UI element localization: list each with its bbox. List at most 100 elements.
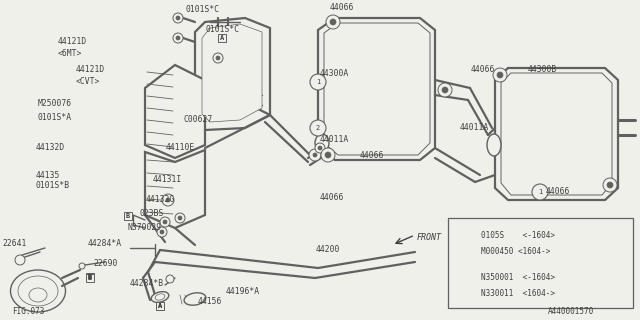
Text: FRONT: FRONT	[417, 233, 442, 242]
Circle shape	[178, 216, 182, 220]
Text: 44132G: 44132G	[146, 196, 175, 204]
Circle shape	[326, 15, 340, 29]
Circle shape	[213, 53, 223, 63]
Circle shape	[315, 143, 325, 153]
Text: 2: 2	[316, 125, 320, 131]
Circle shape	[166, 275, 174, 283]
Text: 44135: 44135	[36, 171, 60, 180]
Text: B: B	[126, 213, 130, 219]
Text: 44121D: 44121D	[58, 37, 87, 46]
Text: C00627: C00627	[183, 116, 212, 124]
Text: 44066: 44066	[471, 66, 495, 75]
Circle shape	[493, 68, 507, 82]
Text: A440001570: A440001570	[548, 308, 595, 316]
Bar	[448, 218, 633, 308]
Text: B: B	[88, 275, 92, 281]
Circle shape	[442, 87, 448, 93]
Circle shape	[321, 148, 335, 162]
Polygon shape	[495, 68, 618, 200]
Text: 1: 1	[316, 79, 320, 85]
Ellipse shape	[487, 134, 501, 156]
Text: N350001  <-1604>: N350001 <-1604>	[481, 274, 555, 283]
Bar	[156, 302, 164, 310]
Text: 44284*B: 44284*B	[130, 279, 164, 289]
Polygon shape	[202, 24, 262, 122]
Text: A: A	[158, 303, 162, 309]
Bar	[86, 273, 94, 281]
Text: A: A	[158, 303, 162, 309]
Circle shape	[162, 194, 174, 206]
Circle shape	[15, 255, 25, 265]
Polygon shape	[195, 18, 270, 130]
Circle shape	[175, 213, 185, 223]
Circle shape	[216, 56, 220, 60]
Circle shape	[310, 120, 326, 136]
Circle shape	[176, 36, 180, 40]
Circle shape	[157, 227, 167, 237]
Text: <CVT>: <CVT>	[76, 76, 100, 85]
Bar	[218, 34, 226, 42]
Text: 44066: 44066	[546, 188, 570, 196]
Ellipse shape	[184, 293, 206, 305]
Text: 44011A: 44011A	[320, 135, 349, 145]
Circle shape	[166, 198, 170, 202]
Circle shape	[160, 217, 170, 227]
Circle shape	[455, 234, 469, 248]
Text: 2: 2	[460, 283, 464, 289]
Text: <6MT>: <6MT>	[58, 49, 83, 58]
Circle shape	[330, 19, 336, 25]
Text: M000450 <1604->: M000450 <1604->	[481, 246, 550, 255]
Circle shape	[173, 33, 183, 43]
Circle shape	[310, 74, 326, 90]
Circle shape	[79, 263, 85, 269]
Text: B: B	[88, 274, 92, 280]
Text: 44011A: 44011A	[460, 123, 489, 132]
Ellipse shape	[151, 292, 169, 302]
Text: 44196*A: 44196*A	[226, 286, 260, 295]
Text: 0101S*A: 0101S*A	[38, 113, 72, 122]
Circle shape	[163, 220, 167, 224]
Text: 44121D: 44121D	[76, 66, 105, 75]
Circle shape	[313, 153, 317, 157]
Circle shape	[160, 230, 164, 234]
Text: 44300A: 44300A	[320, 69, 349, 78]
Bar	[86, 274, 94, 282]
Text: 44156: 44156	[198, 297, 222, 306]
Text: 44300B: 44300B	[528, 66, 557, 75]
Polygon shape	[318, 18, 435, 160]
Text: N370029: N370029	[128, 223, 162, 233]
Text: 44200: 44200	[316, 245, 340, 254]
Text: 44284*A: 44284*A	[88, 238, 122, 247]
Text: N330011  <1604->: N330011 <1604->	[481, 290, 555, 299]
Circle shape	[438, 83, 452, 97]
Text: 0101S*C: 0101S*C	[205, 26, 239, 35]
Text: 22690: 22690	[93, 259, 117, 268]
Text: 44066: 44066	[360, 150, 385, 159]
Text: A: A	[220, 35, 224, 41]
Text: 1: 1	[538, 189, 542, 195]
Text: 44066: 44066	[330, 4, 355, 12]
Circle shape	[497, 72, 503, 78]
Text: 023BS: 023BS	[140, 210, 164, 219]
Ellipse shape	[29, 288, 47, 302]
Text: M250076: M250076	[38, 100, 72, 108]
Text: 0101S*C: 0101S*C	[185, 5, 219, 14]
Circle shape	[603, 178, 617, 192]
Circle shape	[607, 182, 613, 188]
Text: 44132D: 44132D	[36, 143, 65, 153]
Bar	[156, 302, 164, 310]
Bar	[124, 212, 132, 220]
Polygon shape	[145, 150, 205, 228]
Text: 44066: 44066	[320, 193, 344, 202]
Circle shape	[318, 146, 322, 150]
Ellipse shape	[155, 294, 165, 300]
Circle shape	[455, 279, 469, 293]
Text: 44131I: 44131I	[153, 174, 182, 183]
Ellipse shape	[18, 276, 58, 306]
Polygon shape	[324, 23, 430, 155]
Circle shape	[532, 184, 548, 200]
Text: 1: 1	[460, 238, 464, 244]
Text: FIG.073: FIG.073	[12, 308, 44, 316]
Polygon shape	[145, 65, 205, 158]
Text: 22641: 22641	[2, 238, 26, 247]
